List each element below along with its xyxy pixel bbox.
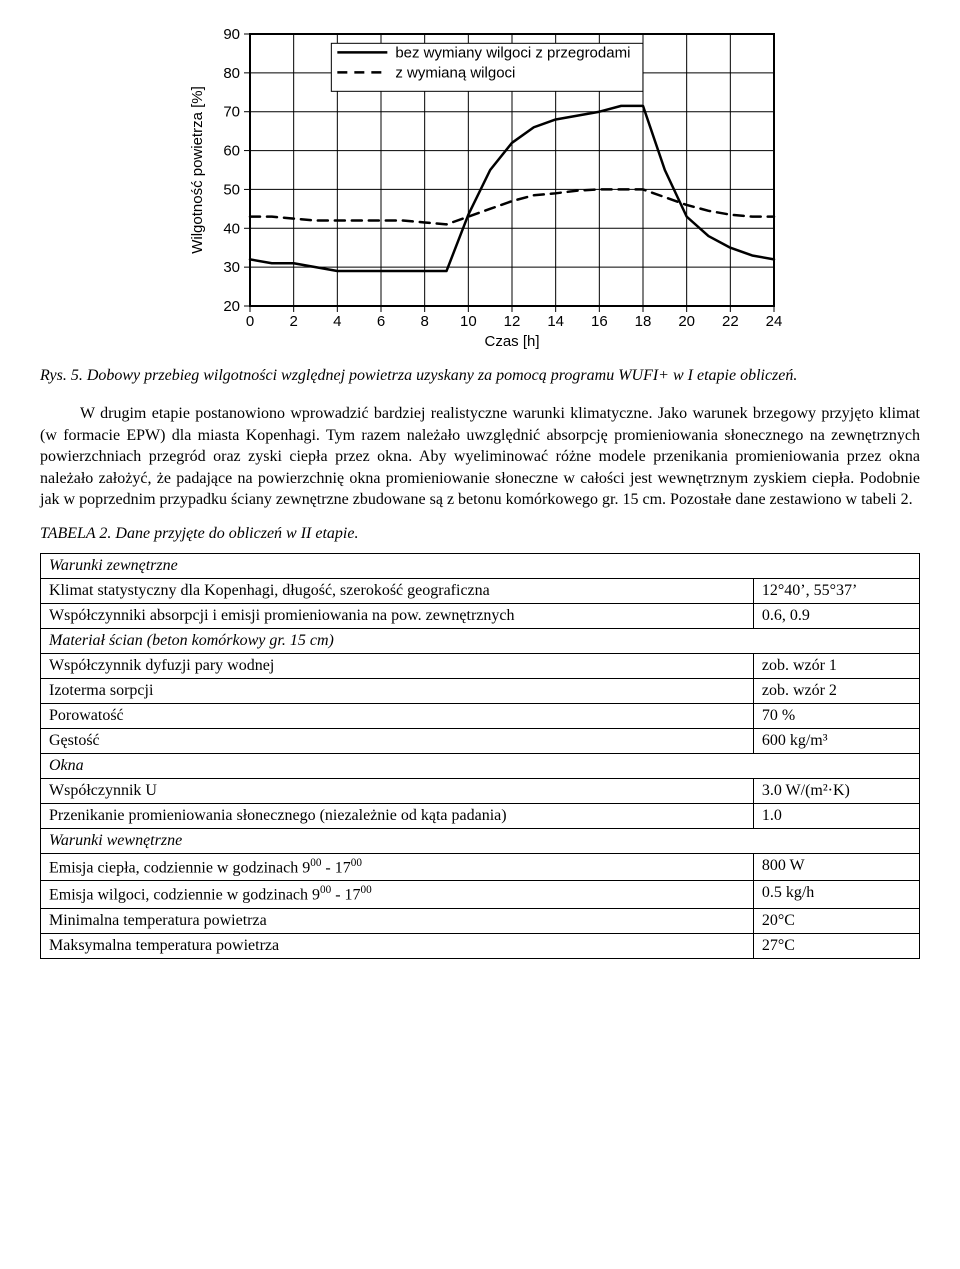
section-cell: Materiał ścian (beton komórkowy gr. 15 c… (41, 628, 920, 653)
label-cell: Emisja wilgoci, codziennie w godzinach 9… (41, 881, 754, 908)
section-cell: Warunki wewnętrzne (41, 828, 920, 853)
svg-text:14: 14 (547, 313, 564, 330)
label-cell: Przenikanie promieniowania słonecznego (… (41, 803, 754, 828)
table-caption: TABELA 2. Dane przyjęte do obliczeń w II… (40, 525, 920, 543)
label-cell: Porowatość (41, 703, 754, 728)
svg-text:6: 6 (377, 313, 385, 330)
value-cell: 12°40’, 55°37’ (753, 578, 919, 603)
table-2: Warunki zewnętrzneKlimat statystyczny dl… (40, 553, 920, 959)
table-row: Współczynnik dyfuzji pary wodnejzob. wzó… (41, 653, 920, 678)
table-row: Współczynnik U3.0 W/(m²·K) (41, 778, 920, 803)
section-cell: Okna (41, 753, 920, 778)
svg-text:30: 30 (223, 259, 240, 276)
table-row: Gęstość600 kg/m³ (41, 728, 920, 753)
value-cell: zob. wzór 2 (753, 678, 919, 703)
value-cell: 0.5 kg/h (753, 881, 919, 908)
body-paragraph: W drugim etapie postanowiono wprowadzić … (40, 403, 920, 511)
table-row: Współczynniki absorpcji i emisji promien… (41, 603, 920, 628)
svg-text:20: 20 (223, 298, 240, 315)
svg-text:12: 12 (504, 313, 521, 330)
svg-text:40: 40 (223, 220, 240, 237)
table-row: Warunki wewnętrzne (41, 828, 920, 853)
svg-text:2: 2 (289, 313, 297, 330)
label-cell: Współczynnik U (41, 778, 754, 803)
table-row: Materiał ścian (beton komórkowy gr. 15 c… (41, 628, 920, 653)
value-cell: 20°C (753, 908, 919, 933)
svg-text:16: 16 (591, 313, 608, 330)
table-row: Warunki zewnętrzne (41, 553, 920, 578)
label-cell: Gęstość (41, 728, 754, 753)
value-cell: 800 W (753, 853, 919, 880)
value-cell: 0.6, 0.9 (753, 603, 919, 628)
svg-text:90: 90 (223, 26, 240, 43)
svg-text:50: 50 (223, 181, 240, 198)
svg-text:Wilgotność powietrza [%]: Wilgotność powietrza [%] (189, 86, 206, 254)
svg-text:10: 10 (460, 313, 477, 330)
svg-text:z wymianą wilgoci: z wymianą wilgoci (395, 64, 515, 81)
table-row: Izoterma sorpcjizob. wzór 2 (41, 678, 920, 703)
section-cell: Warunki zewnętrzne (41, 553, 920, 578)
label-cell: Klimat statystyczny dla Kopenhagi, długo… (41, 578, 754, 603)
figure-caption: Rys. 5. Dobowy przebieg wilgotności wzgl… (40, 367, 920, 385)
svg-text:8: 8 (420, 313, 428, 330)
label-cell: Emisja ciepła, codziennie w godzinach 90… (41, 853, 754, 880)
svg-text:22: 22 (722, 313, 739, 330)
svg-text:18: 18 (635, 313, 652, 330)
value-cell: 1.0 (753, 803, 919, 828)
svg-text:4: 4 (333, 313, 341, 330)
label-cell: Współczynnik dyfuzji pary wodnej (41, 653, 754, 678)
value-cell: 27°C (753, 933, 919, 958)
value-cell: 70 % (753, 703, 919, 728)
svg-text:60: 60 (223, 143, 240, 160)
svg-text:80: 80 (223, 65, 240, 82)
label-cell: Maksymalna temperatura powietrza (41, 933, 754, 958)
svg-text:24: 24 (766, 313, 783, 330)
svg-text:70: 70 (223, 104, 240, 121)
table-row: Klimat statystyczny dla Kopenhagi, długo… (41, 578, 920, 603)
table-row: Przenikanie promieniowania słonecznego (… (41, 803, 920, 828)
label-cell: Izoterma sorpcji (41, 678, 754, 703)
svg-text:20: 20 (678, 313, 695, 330)
table-row: Maksymalna temperatura powietrza27°C (41, 933, 920, 958)
humidity-chart: 0246810121416182022242030405060708090Cza… (170, 24, 790, 354)
table-row: Okna (41, 753, 920, 778)
table-row: Porowatość70 % (41, 703, 920, 728)
table-row: Minimalna temperatura powietrza20°C (41, 908, 920, 933)
label-cell: Minimalna temperatura powietrza (41, 908, 754, 933)
figure-5: 0246810121416182022242030405060708090Cza… (40, 24, 920, 359)
svg-text:0: 0 (246, 313, 254, 330)
value-cell: zob. wzór 1 (753, 653, 919, 678)
svg-text:Czas [h]: Czas [h] (484, 333, 539, 350)
value-cell: 600 kg/m³ (753, 728, 919, 753)
table-row: Emisja ciepła, codziennie w godzinach 90… (41, 853, 920, 880)
label-cell: Współczynniki absorpcji i emisji promien… (41, 603, 754, 628)
table-row: Emisja wilgoci, codziennie w godzinach 9… (41, 881, 920, 908)
svg-text:bez wymiany wilgoci z przegrod: bez wymiany wilgoci z przegrodami (395, 44, 630, 61)
value-cell: 3.0 W/(m²·K) (753, 778, 919, 803)
